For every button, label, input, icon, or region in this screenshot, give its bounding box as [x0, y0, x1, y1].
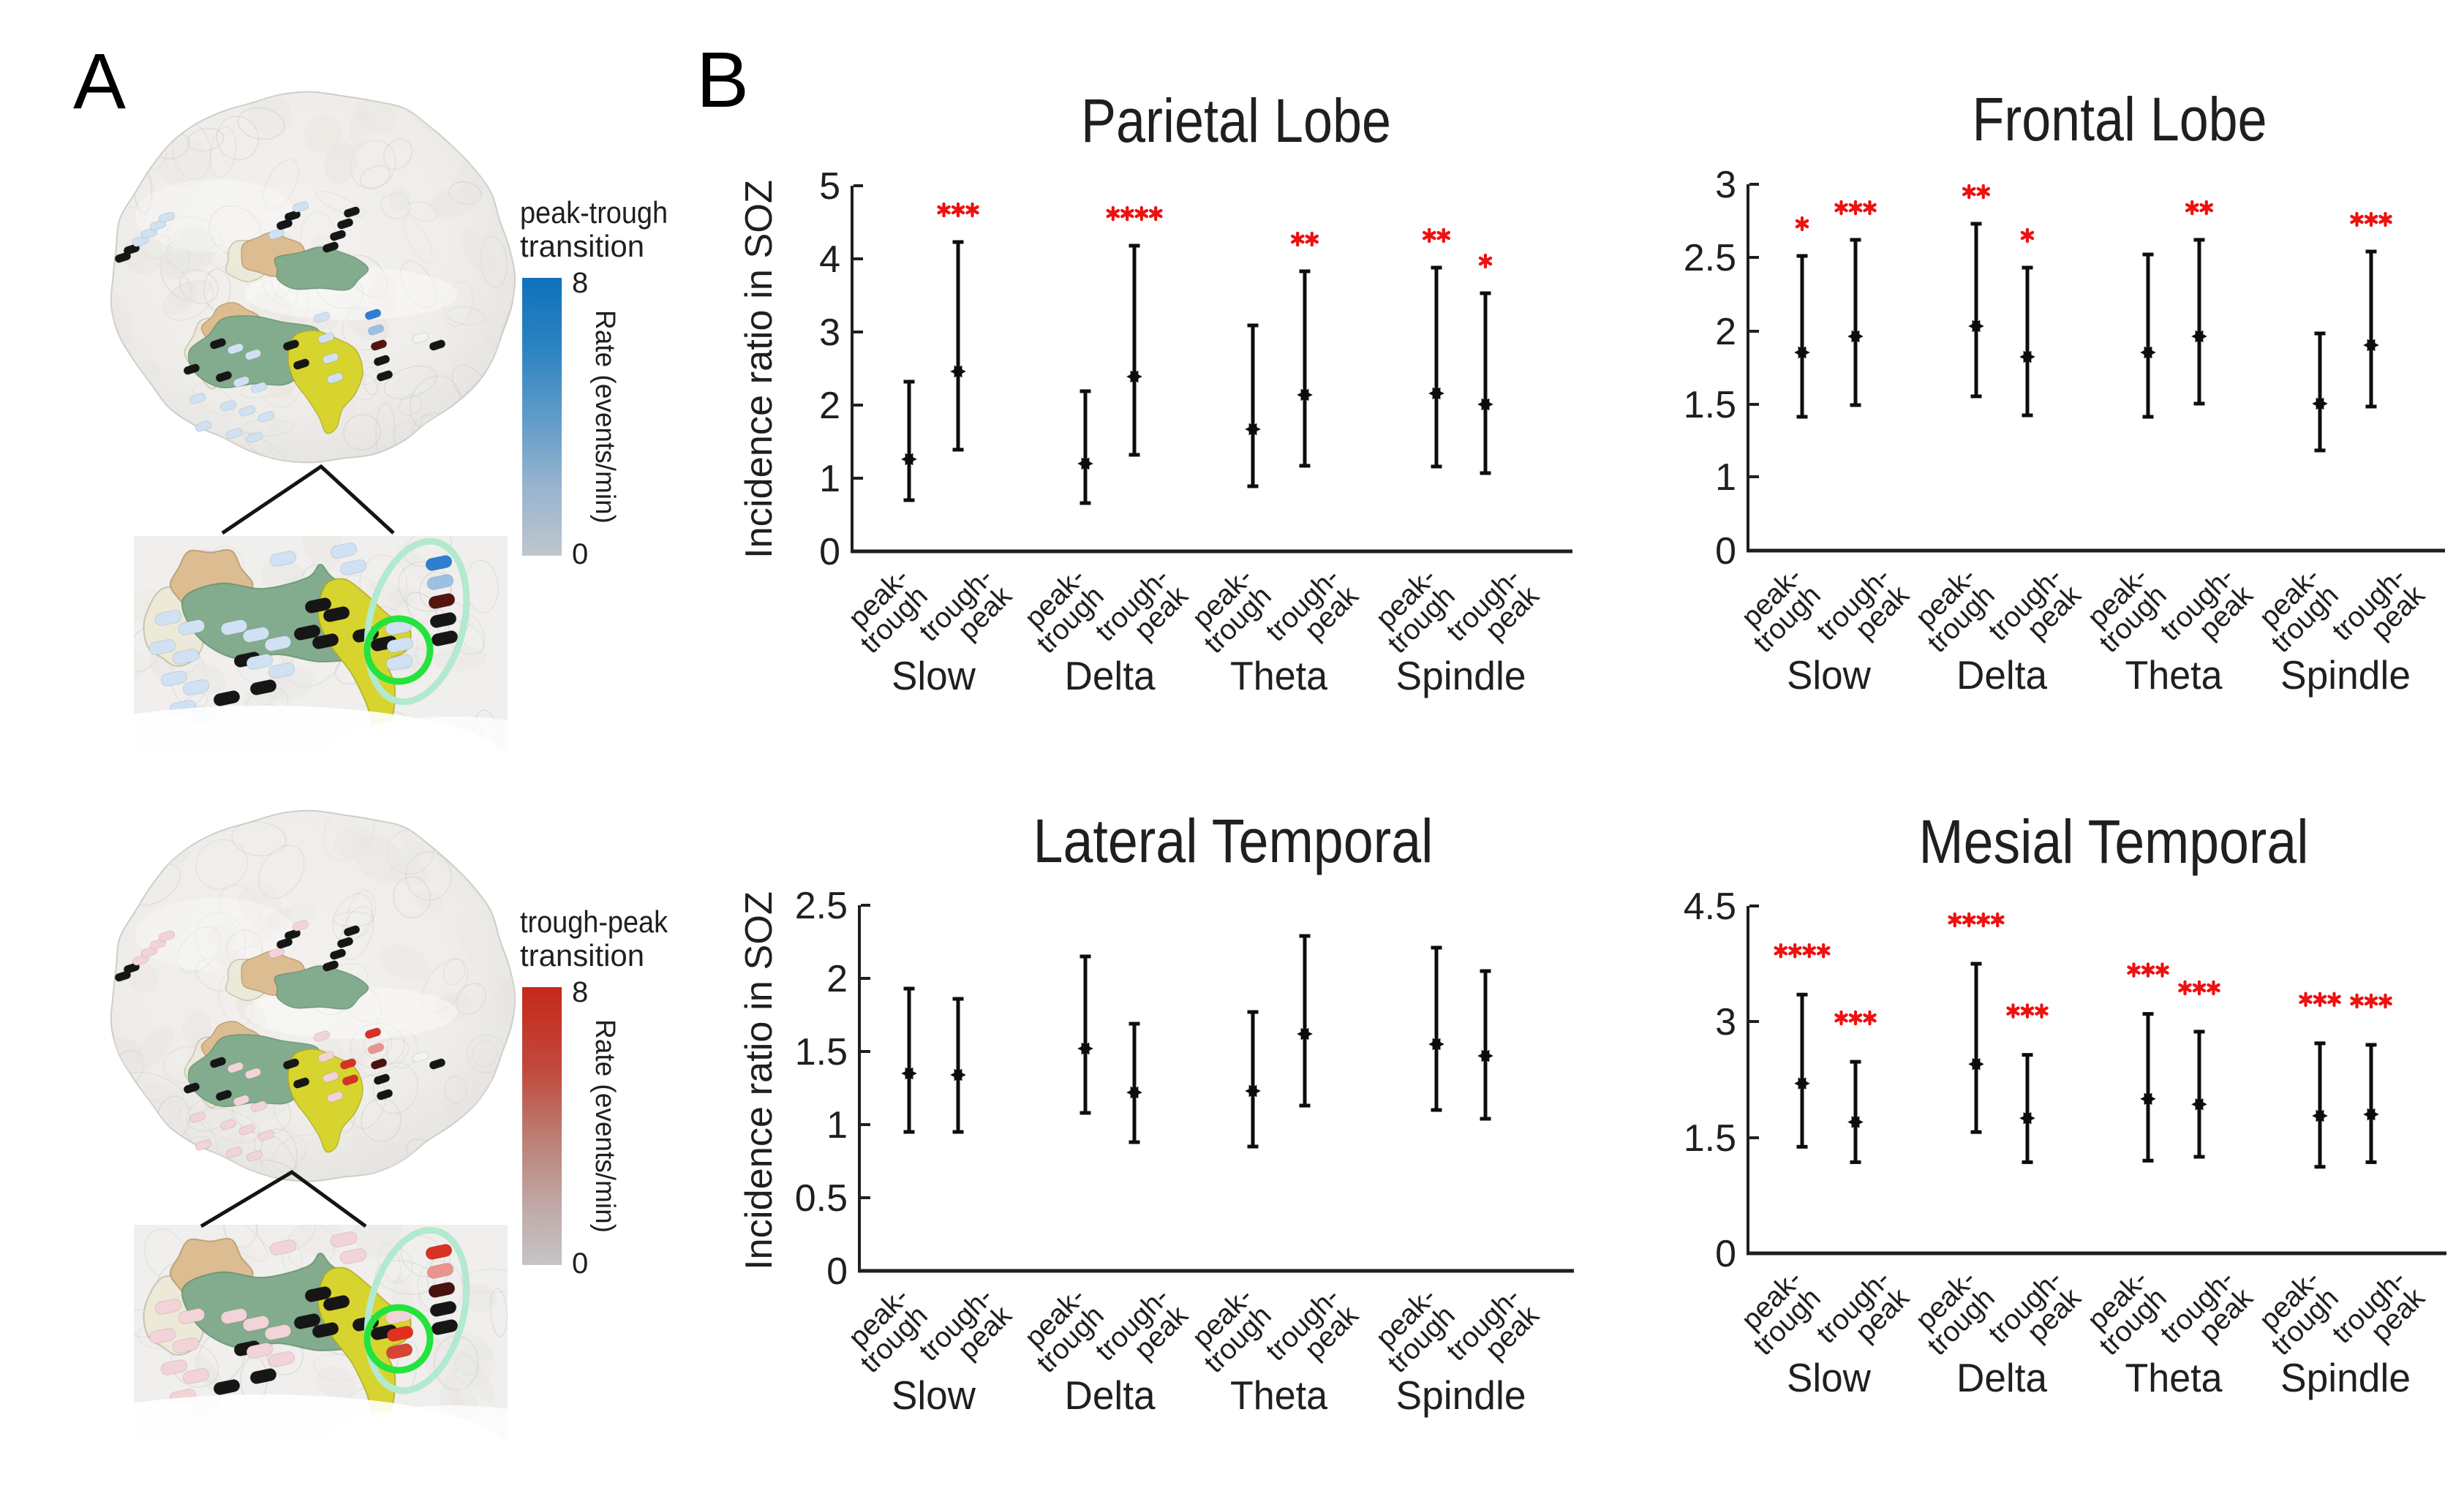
svg-text:A: A [73, 37, 126, 125]
svg-text:Frontal Lobe: Frontal Lobe [1973, 85, 2267, 154]
svg-text:1.5: 1.5 [795, 1031, 848, 1073]
svg-text:Theta: Theta [1230, 653, 1327, 698]
svg-text:2.5: 2.5 [795, 885, 848, 927]
svg-text:B: B [696, 35, 749, 124]
svg-text:Delta: Delta [1956, 652, 2047, 698]
svg-text:Delta: Delta [1065, 1372, 1156, 1418]
svg-text:1: 1 [819, 458, 840, 500]
svg-text:Slow: Slow [1787, 1355, 1871, 1400]
svg-text:Rate (events/min): Rate (events/min) [589, 310, 620, 524]
svg-text:Incidence ratio in SOZ: Incidence ratio in SOZ [738, 180, 780, 559]
svg-text:0: 0 [1715, 530, 1736, 573]
svg-text:transition: transition [520, 938, 644, 973]
svg-text:5: 5 [819, 165, 840, 208]
svg-text:Theta: Theta [1230, 1372, 1327, 1418]
svg-text:peak-trough: peak-trough [520, 195, 668, 230]
svg-text:Rate (events/min): Rate (events/min) [589, 1019, 620, 1233]
svg-text:3: 3 [1715, 1001, 1736, 1043]
svg-text:1.5: 1.5 [1684, 1117, 1736, 1160]
svg-text:0: 0 [572, 1247, 588, 1280]
svg-text:2: 2 [819, 385, 840, 427]
svg-text:2.5: 2.5 [1684, 237, 1736, 279]
svg-text:8: 8 [572, 267, 588, 299]
svg-text:Delta: Delta [1956, 1355, 2047, 1400]
svg-text:transition: transition [520, 229, 644, 263]
svg-text:1: 1 [826, 1104, 848, 1147]
svg-text:1.5: 1.5 [1684, 384, 1736, 426]
svg-text:Delta: Delta [1065, 653, 1156, 698]
svg-text:3: 3 [819, 311, 840, 354]
svg-text:Spindle: Spindle [2280, 1355, 2411, 1400]
svg-text:8: 8 [572, 976, 588, 1008]
svg-text:0.5: 0.5 [795, 1177, 848, 1220]
svg-text:Incidence ratio in SOZ: Incidence ratio in SOZ [738, 891, 780, 1270]
svg-text:Parietal Lobe: Parietal Lobe [1081, 86, 1391, 155]
svg-text:Lateral Temporal: Lateral Temporal [1033, 807, 1433, 875]
svg-text:Spindle: Spindle [2280, 652, 2411, 698]
svg-text:0: 0 [572, 538, 588, 570]
svg-text:Slow: Slow [1787, 652, 1871, 698]
svg-text:Slow: Slow [892, 653, 976, 698]
svg-text:Spindle: Spindle [1396, 1372, 1526, 1418]
svg-text:Slow: Slow [892, 1372, 976, 1418]
svg-text:0: 0 [819, 531, 840, 573]
svg-text:3: 3 [1715, 164, 1736, 206]
svg-text:Theta: Theta [2125, 652, 2223, 698]
svg-text:0: 0 [1715, 1233, 1736, 1275]
svg-text:trough-peak: trough-peak [520, 905, 668, 939]
svg-text:2: 2 [826, 958, 848, 1000]
svg-text:0: 0 [826, 1250, 848, 1293]
svg-text:4.5: 4.5 [1684, 886, 1736, 928]
svg-text:2: 2 [1715, 311, 1736, 353]
svg-text:Spindle: Spindle [1396, 653, 1526, 698]
svg-text:1: 1 [1715, 456, 1736, 499]
svg-text:Mesial Temporal: Mesial Temporal [1919, 807, 2309, 876]
svg-text:Theta: Theta [2125, 1355, 2223, 1400]
svg-text:4: 4 [819, 238, 840, 281]
